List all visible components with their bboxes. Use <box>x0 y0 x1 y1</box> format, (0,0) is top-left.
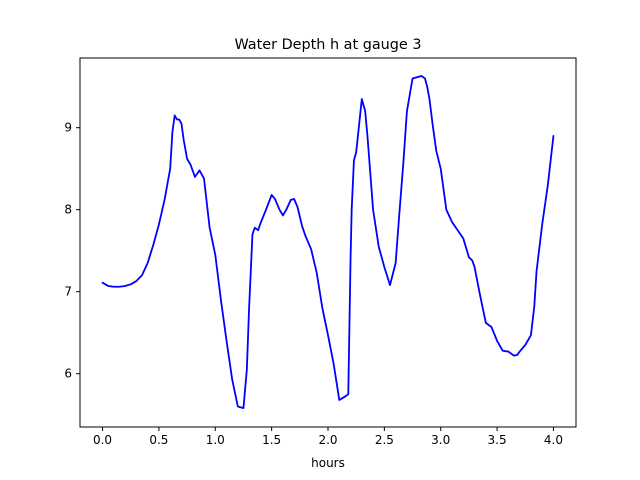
x-tick-label: 0.0 <box>93 433 112 447</box>
x-tick-label: 0.5 <box>149 433 168 447</box>
x-tick-label: 3.5 <box>488 433 507 447</box>
x-tick-label: 2.5 <box>375 433 394 447</box>
plot-area <box>79 57 577 428</box>
x-tick-label: 1.0 <box>206 433 225 447</box>
y-tick-label: 7 <box>64 285 72 299</box>
series-line-0 <box>101 75 555 410</box>
y-axis: 6 7 8 9 <box>64 121 80 381</box>
x-axis: 0.0 0.5 1.0 1.5 2.0 2.5 3.0 3.5 4.0 <box>93 427 563 447</box>
x-tick-label: 1.5 <box>262 433 281 447</box>
y-tick-label: 8 <box>64 203 72 217</box>
x-tick-label: 2.0 <box>318 433 337 447</box>
x-tick-label: 4.0 <box>544 433 563 447</box>
chart-title: Water Depth h at gauge 3 <box>234 37 421 53</box>
x-tick-label: 3.0 <box>431 433 450 447</box>
y-tick-label: 6 <box>64 367 72 381</box>
y-tick-label: 9 <box>64 121 72 135</box>
x-axis-label: hours <box>311 456 345 470</box>
